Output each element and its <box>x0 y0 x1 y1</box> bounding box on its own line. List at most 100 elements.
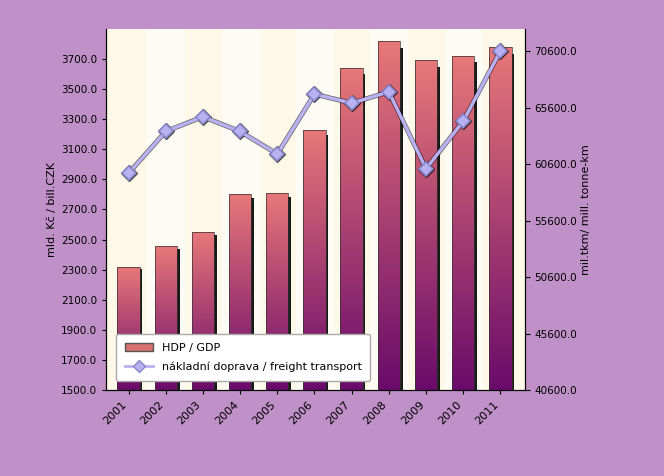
Bar <box>192 338 214 340</box>
Bar <box>155 307 177 308</box>
Bar <box>266 272 288 274</box>
Bar <box>192 365 214 367</box>
Bar <box>452 149 474 153</box>
Bar <box>489 81 511 84</box>
Bar <box>415 212 437 215</box>
Bar <box>229 232 251 234</box>
Bar <box>303 198 325 200</box>
Bar <box>452 250 474 253</box>
Bar <box>452 370 474 374</box>
Bar <box>378 307 400 310</box>
Bar <box>341 268 363 271</box>
Bar <box>303 179 325 182</box>
Bar <box>229 367 251 369</box>
Bar <box>118 304 139 305</box>
Bar <box>118 384 139 386</box>
Bar <box>155 382 177 383</box>
Bar <box>452 267 474 270</box>
Bar <box>266 262 288 264</box>
Bar <box>118 306 139 307</box>
Bar <box>118 355 139 356</box>
Bar <box>489 146 511 150</box>
Bar <box>489 311 511 315</box>
Bar <box>378 51 400 55</box>
Bar <box>378 174 400 177</box>
Bar <box>489 308 511 311</box>
Bar <box>303 304 325 307</box>
Bar <box>266 368 288 371</box>
Bar <box>155 270 177 272</box>
Bar <box>155 383 177 385</box>
Bar <box>489 170 511 174</box>
Bar <box>341 248 363 252</box>
Bar <box>341 236 363 238</box>
Bar <box>266 288 288 289</box>
Bar <box>303 242 325 244</box>
Bar <box>415 83 437 87</box>
Bar <box>378 327 400 331</box>
Bar <box>452 72 474 76</box>
Bar <box>378 292 400 296</box>
Bar <box>229 278 251 280</box>
Bar <box>378 188 400 191</box>
Bar <box>155 331 177 332</box>
Bar <box>229 285 251 287</box>
Bar <box>266 306 288 307</box>
Bar <box>229 204 251 206</box>
Bar <box>415 136 437 139</box>
Bar <box>118 289 139 290</box>
Bar <box>155 309 177 311</box>
Bar <box>452 307 474 310</box>
Bar <box>415 268 437 271</box>
Bar <box>452 257 474 260</box>
Bar <box>118 278 139 279</box>
Bar <box>418 67 440 390</box>
Bar <box>303 359 325 362</box>
Bar <box>489 153 511 157</box>
Bar <box>266 280 288 282</box>
Bar <box>415 100 437 103</box>
Bar <box>378 373 400 377</box>
Bar <box>229 194 251 196</box>
Bar <box>192 333 214 335</box>
Bar <box>378 76 400 79</box>
Bar <box>118 297 139 298</box>
Bar <box>192 326 214 327</box>
Bar <box>266 195 288 197</box>
Bar <box>303 249 325 252</box>
Bar <box>452 183 474 186</box>
Bar <box>378 324 400 327</box>
Bar <box>118 316 139 317</box>
Bar <box>341 90 363 94</box>
Bar <box>378 286 400 289</box>
Bar <box>118 367 139 368</box>
Bar <box>192 309 214 311</box>
Bar <box>378 247 400 250</box>
Bar <box>118 317 139 318</box>
Bar <box>341 261 363 265</box>
Bar <box>266 311 288 313</box>
Bar <box>303 297 325 299</box>
Bar <box>118 325 139 326</box>
Bar <box>155 250 177 251</box>
Bar <box>266 335 288 337</box>
Bar <box>155 248 177 250</box>
Bar <box>452 263 474 267</box>
Bar <box>489 232 511 236</box>
Bar <box>378 366 400 369</box>
Bar <box>415 377 437 380</box>
Bar <box>118 307 139 309</box>
Bar <box>452 163 474 166</box>
Bar <box>341 74 363 78</box>
Bar <box>266 286 288 288</box>
Bar <box>155 256 177 257</box>
Bar <box>266 373 288 375</box>
Bar <box>415 367 437 370</box>
Bar <box>378 268 400 271</box>
Bar <box>155 276 177 278</box>
Bar <box>303 377 325 380</box>
Bar <box>378 110 400 114</box>
Bar <box>155 289 177 290</box>
Bar <box>489 122 511 126</box>
Bar <box>266 382 288 385</box>
